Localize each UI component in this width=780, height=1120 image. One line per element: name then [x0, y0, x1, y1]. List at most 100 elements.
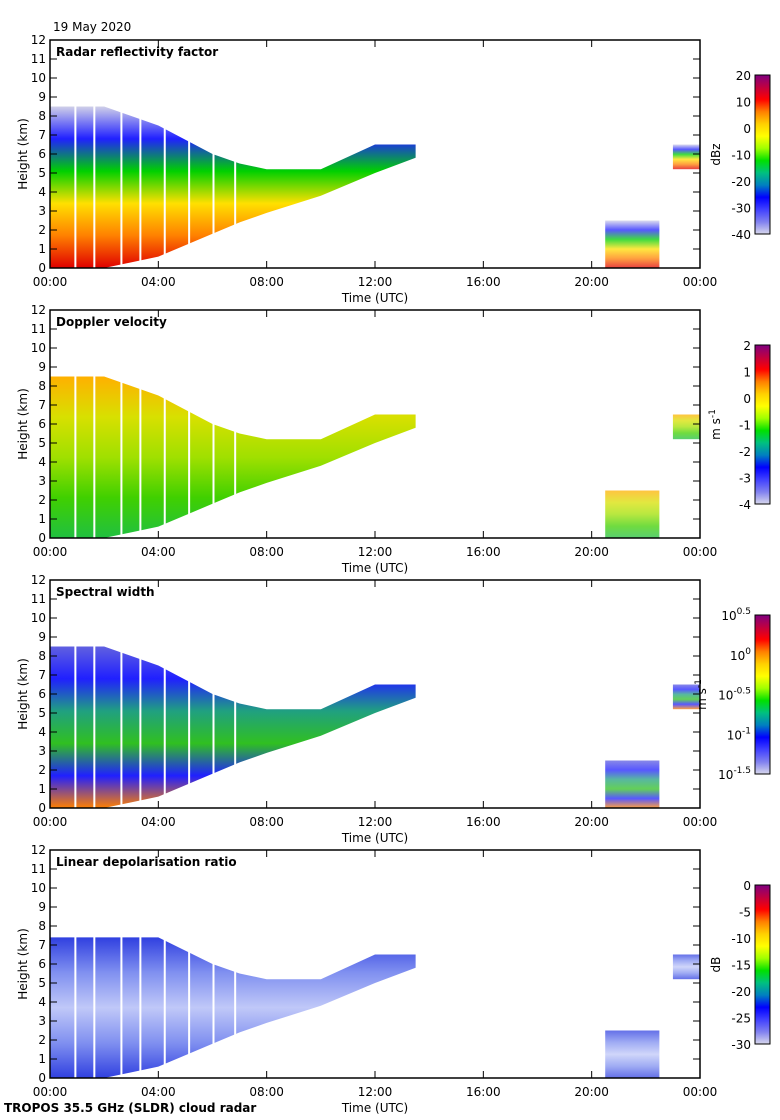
- panel-title: Spectral width: [56, 585, 155, 599]
- y-tick-label: 7: [38, 398, 46, 412]
- main-cloud-echo: [50, 376, 416, 538]
- y-tick-label: 2: [38, 223, 46, 237]
- main-cloud-echo: [50, 106, 416, 268]
- y-tick-label: 2: [38, 493, 46, 507]
- y-tick-label: 1: [38, 782, 46, 796]
- y-tick-label: 10: [31, 611, 46, 625]
- y-tick-label: 5: [38, 166, 46, 180]
- y-axis-label: Height (km): [16, 928, 30, 999]
- x-tick-label: 16:00: [466, 545, 501, 559]
- panel-4: Linear depolarisation ratio0123456789101…: [16, 843, 771, 1115]
- x-tick-label: 16:00: [466, 815, 501, 829]
- x-tick-label: 08:00: [249, 1085, 284, 1099]
- x-tick-label: 00:00: [683, 815, 718, 829]
- x-tick-label: 00:00: [33, 275, 68, 289]
- x-tick-label: 04:00: [141, 815, 176, 829]
- y-tick-label: 5: [38, 976, 46, 990]
- colorbar-tick-label: 1: [743, 366, 751, 380]
- x-tick-label: 00:00: [33, 815, 68, 829]
- y-tick-label: 0: [38, 1071, 46, 1085]
- colorbar-tick-label: 10-1: [727, 726, 751, 742]
- colorbar-label: m s-1: [708, 409, 723, 440]
- x-axis-label: Time (UTC): [341, 1101, 408, 1115]
- data-gap: [188, 40, 191, 268]
- x-tick-label: 00:00: [683, 545, 718, 559]
- data-gap: [188, 850, 191, 1078]
- data-gap: [74, 850, 77, 1078]
- y-tick-label: 1: [38, 1052, 46, 1066]
- y-tick-label: 7: [38, 668, 46, 682]
- y-tick-label: 12: [31, 303, 46, 317]
- y-tick-label: 11: [31, 862, 46, 876]
- x-tick-label: 04:00: [141, 275, 176, 289]
- colorbar-tick-label: -3: [739, 472, 751, 486]
- y-tick-label: 4: [38, 995, 46, 1009]
- y-tick-label: 0: [38, 531, 46, 545]
- data-gap: [163, 310, 166, 538]
- late-cloud-echo: [672, 414, 700, 440]
- colorbar-tick-label: -10: [731, 149, 751, 163]
- colorbar: [754, 614, 771, 775]
- x-axis-label: Time (UTC): [341, 291, 408, 305]
- x-axis-label: Time (UTC): [341, 831, 408, 845]
- data-gap: [74, 310, 77, 538]
- colorbar-label: dBz: [709, 143, 723, 165]
- data-gap: [212, 310, 215, 538]
- data-gap: [234, 580, 237, 808]
- y-tick-label: 4: [38, 725, 46, 739]
- data-gap: [212, 40, 215, 268]
- data-gap: [188, 580, 191, 808]
- y-tick-label: 10: [31, 71, 46, 85]
- y-tick-label: 1: [38, 242, 46, 256]
- data-gap: [139, 850, 142, 1078]
- late-cloud-echo: [605, 490, 660, 538]
- colorbar-tick-label: 2: [743, 339, 751, 353]
- x-tick-label: 00:00: [33, 1085, 68, 1099]
- data-gap: [93, 580, 96, 808]
- y-tick-label: 8: [38, 649, 46, 663]
- colorbar-label: m s-1: [694, 679, 709, 710]
- colorbar: [754, 74, 771, 235]
- data-gap: [139, 580, 142, 808]
- y-tick-label: 6: [38, 417, 46, 431]
- x-tick-label: 08:00: [249, 545, 284, 559]
- late-cloud-echo: [605, 760, 660, 808]
- panel-title: Linear depolarisation ratio: [56, 855, 237, 869]
- y-tick-label: 0: [38, 261, 46, 275]
- data-gap: [74, 580, 77, 808]
- data-gap: [120, 850, 123, 1078]
- y-tick-label: 6: [38, 957, 46, 971]
- y-tick-label: 12: [31, 843, 46, 857]
- y-tick-label: 10: [31, 881, 46, 895]
- colorbar-tick-label: -20: [731, 175, 751, 189]
- colorbar-tick-label: -40: [731, 228, 751, 242]
- x-tick-label: 20:00: [574, 815, 609, 829]
- y-tick-label: 7: [38, 128, 46, 142]
- x-tick-label: 00:00: [683, 275, 718, 289]
- x-tick-label: 12:00: [358, 545, 393, 559]
- colorbar-tick-label: -4: [739, 498, 751, 512]
- y-tick-label: 7: [38, 938, 46, 952]
- x-tick-label: 00:00: [683, 1085, 718, 1099]
- y-tick-label: 6: [38, 687, 46, 701]
- footer-label: TROPOS 35.5 GHz (SLDR) cloud radar: [4, 1101, 257, 1115]
- y-tick-label: 6: [38, 147, 46, 161]
- colorbar-tick-label: 100: [730, 647, 751, 663]
- y-tick-label: 3: [38, 1014, 46, 1028]
- y-tick-label: 2: [38, 1033, 46, 1047]
- y-tick-label: 3: [38, 474, 46, 488]
- x-tick-label: 08:00: [249, 275, 284, 289]
- late-cloud-echo: [672, 144, 700, 170]
- y-tick-label: 3: [38, 744, 46, 758]
- x-tick-label: 16:00: [466, 1085, 501, 1099]
- y-tick-label: 2: [38, 763, 46, 777]
- x-tick-label: 12:00: [358, 1085, 393, 1099]
- colorbar-tick-label: 20: [736, 69, 751, 83]
- y-tick-label: 5: [38, 706, 46, 720]
- x-tick-label: 12:00: [358, 815, 393, 829]
- colorbar-label: dB: [709, 957, 723, 973]
- colorbar-tick-label: -1: [739, 419, 751, 433]
- panel-title: Radar reflectivity factor: [56, 45, 218, 59]
